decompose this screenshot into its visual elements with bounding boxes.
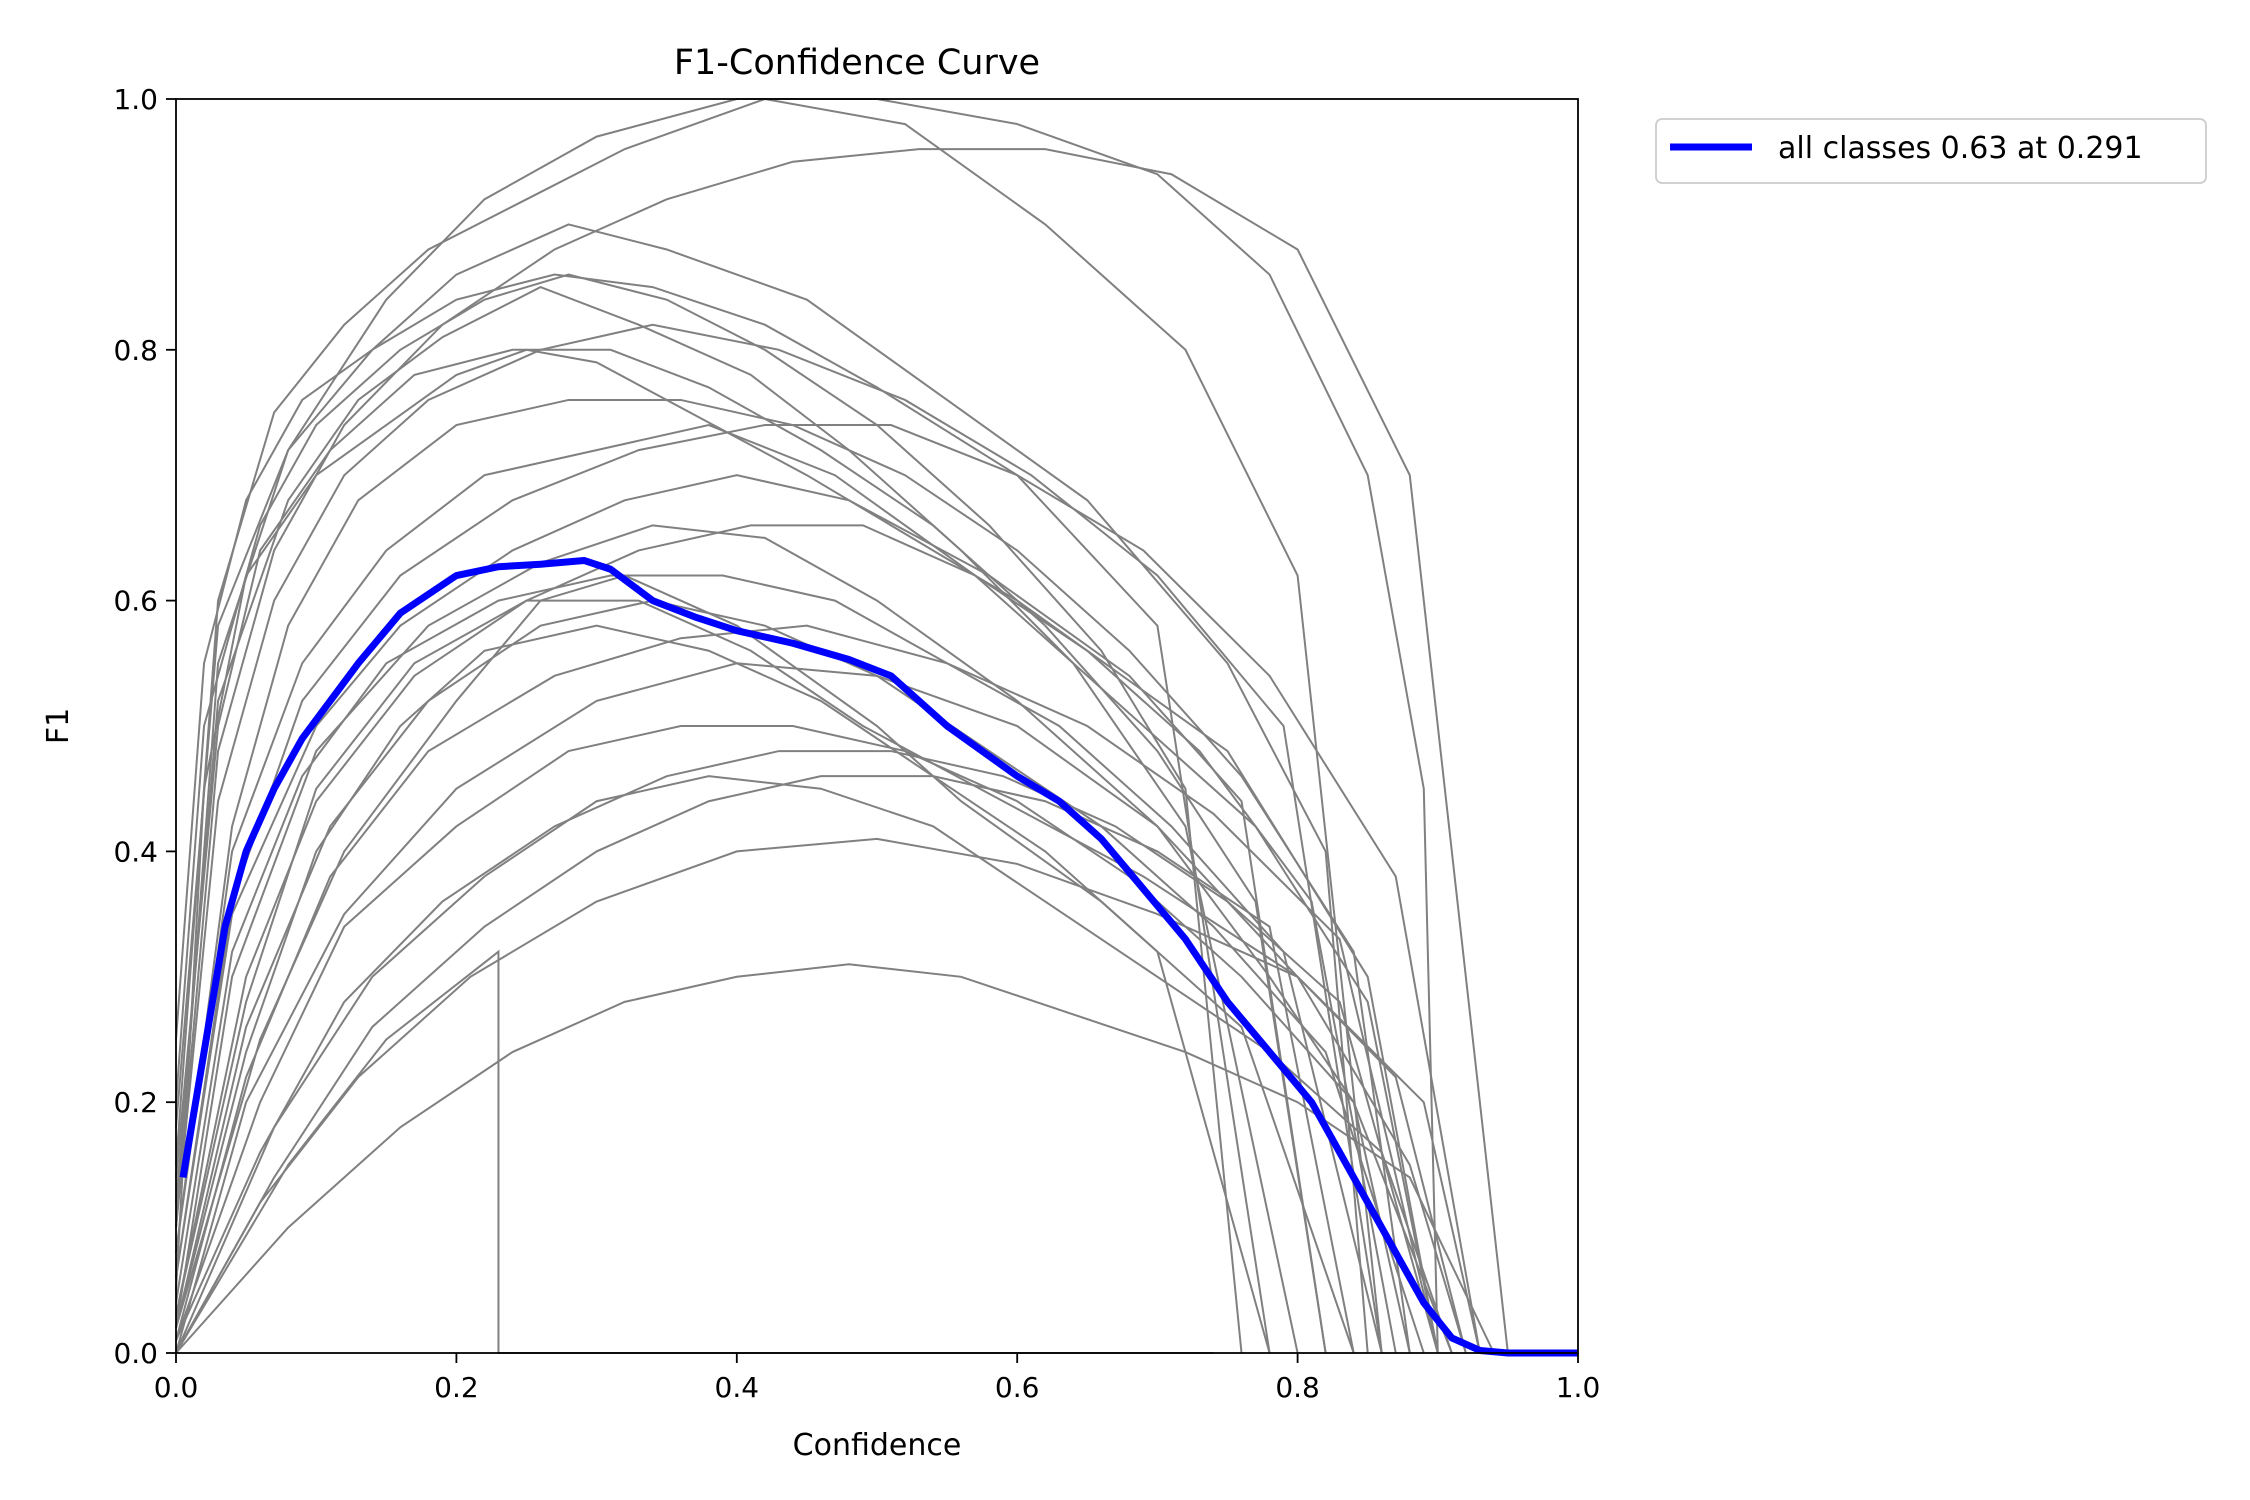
y-tick-label-0: 0.0 bbox=[113, 1337, 158, 1370]
x-tick-label-5: 1.0 bbox=[1556, 1371, 1601, 1404]
class-curve-24 bbox=[175, 599, 1425, 1354]
class-curve-17 bbox=[175, 574, 1383, 1354]
class-curve-26 bbox=[175, 775, 1355, 1354]
class-curve-10 bbox=[175, 286, 1299, 1354]
class-curve-20 bbox=[175, 624, 1271, 1354]
class-curve-8 bbox=[175, 273, 1243, 1354]
class-curve-2 bbox=[175, 524, 1411, 1354]
all-classes-curve bbox=[179, 556, 1578, 1357]
class-curve-18 bbox=[175, 963, 1495, 1354]
y-tick-label-3: 0.6 bbox=[113, 585, 158, 618]
y-axis-label: F1 bbox=[41, 708, 76, 744]
class-curve-27 bbox=[175, 323, 1383, 1354]
class-curve-4 bbox=[175, 97, 1383, 1354]
y-tick-label-5: 1.0 bbox=[113, 83, 158, 116]
class-curve-23 bbox=[175, 348, 1327, 1354]
x-axis-ticks: 0.0 0.2 0.4 0.6 0.8 1.0 bbox=[154, 1353, 1601, 1404]
legend-box bbox=[1655, 118, 2207, 184]
class-curve-19 bbox=[175, 148, 1509, 1354]
class-curve-29 bbox=[175, 725, 1453, 1354]
class-curve-25 bbox=[175, 424, 1481, 1354]
class-curve-22 bbox=[175, 750, 1439, 1354]
y-axis-ticks: 0.0 0.2 0.4 0.6 0.8 1.0 bbox=[113, 83, 176, 1370]
chart-title: F1-Confidence Curve bbox=[674, 43, 1040, 83]
plot-frame bbox=[175, 98, 1579, 1354]
class-curve-28 bbox=[175, 524, 1397, 1354]
y-tick-label-2: 0.4 bbox=[113, 835, 158, 868]
class-curve-15 bbox=[175, 837, 1467, 1354]
x-tick-label-1: 0.2 bbox=[434, 1371, 479, 1404]
class-curve-3 bbox=[175, 662, 1467, 1354]
y-tick-label-4: 0.8 bbox=[113, 334, 158, 367]
x-tick-label-0: 0.0 bbox=[154, 1371, 199, 1404]
legend: all classes 0.63 at 0.291 bbox=[1655, 118, 2207, 184]
x-tick-label-3: 0.6 bbox=[995, 1371, 1040, 1404]
y-tick-label-1: 0.2 bbox=[113, 1086, 158, 1119]
legend-label: all classes 0.63 at 0.291 bbox=[1778, 131, 2143, 166]
x-tick-label-2: 0.4 bbox=[715, 1371, 760, 1404]
x-axis-label: Confidence bbox=[793, 1428, 962, 1463]
class-curve-21 bbox=[175, 398, 1411, 1354]
x-tick-label-4: 0.8 bbox=[1275, 1371, 1320, 1404]
class-curve-13 bbox=[175, 474, 1327, 1354]
main-series-layer bbox=[179, 556, 1578, 1357]
